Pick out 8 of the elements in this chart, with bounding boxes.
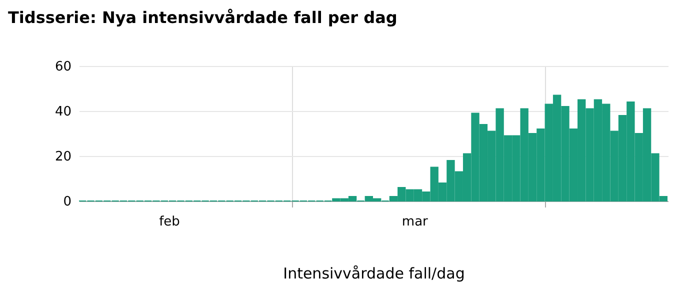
y-tick-label: 40	[54, 104, 72, 120]
chart-title: Tidsserie: Nya intensivvårdade fall per dag	[8, 8, 398, 27]
y-tick-label: 60	[54, 60, 72, 74]
x-tick-label: mar	[402, 214, 429, 230]
y-tick-label: 20	[54, 150, 72, 164]
y-tick-label: 0	[63, 194, 72, 210]
x-axis-title: Intensivvårdade fall/dag	[283, 264, 465, 282]
x-tick-label: feb	[159, 214, 180, 230]
